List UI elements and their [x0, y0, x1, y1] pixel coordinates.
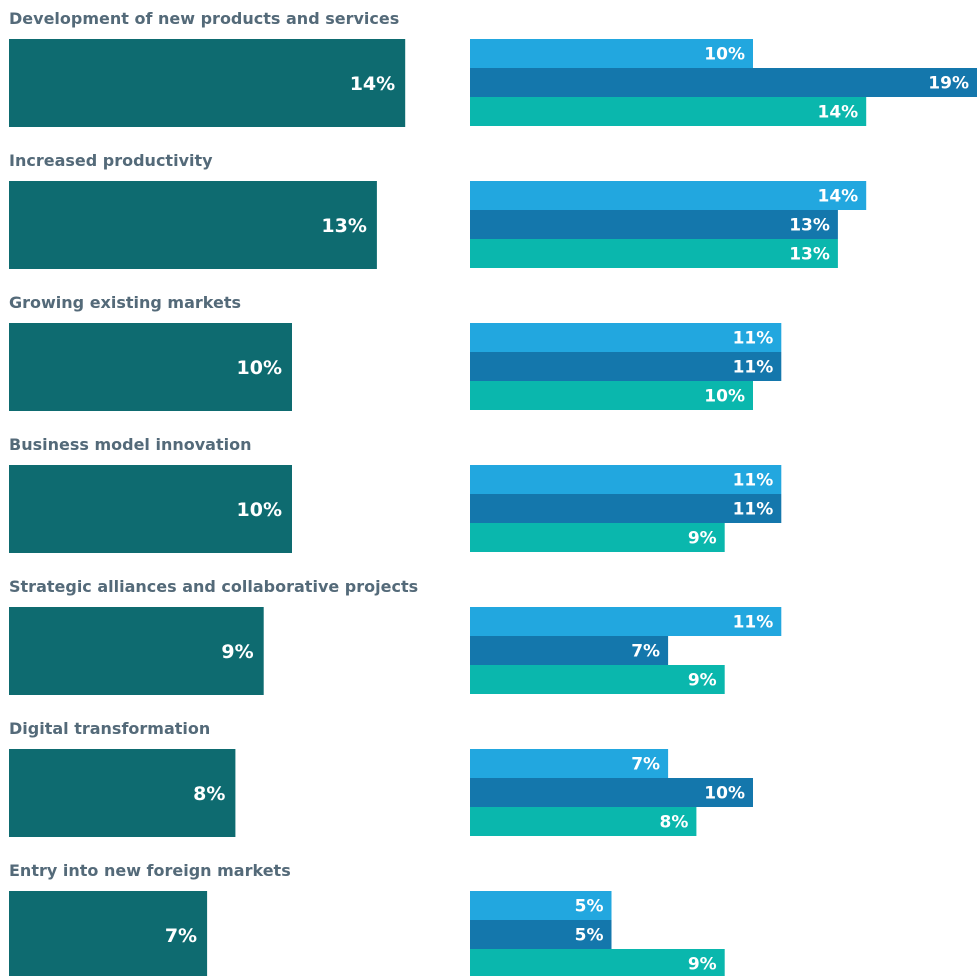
total-bar: [9, 749, 236, 837]
category-label: Business model innovation: [9, 435, 251, 454]
category-label: Development of new products and services: [9, 9, 399, 28]
series-2-value-label: 13%: [789, 216, 830, 236]
series-3-value-label: 14%: [817, 103, 858, 123]
series-1-bar: [470, 607, 782, 636]
series-1-value-label: 5%: [575, 897, 604, 917]
total-bar: [9, 39, 406, 127]
series-3-bar: [470, 665, 725, 694]
series-3-value-label: 8%: [660, 813, 689, 833]
series-2-bar: [470, 494, 782, 523]
total-bar-value-label: 13%: [321, 215, 366, 237]
category-label: Increased productivity: [9, 151, 213, 170]
series-1-value-label: 10%: [704, 45, 745, 65]
series-2-value-label: 5%: [575, 926, 604, 946]
series-2-bar: [470, 68, 977, 97]
series-1-value-label: 11%: [733, 471, 774, 491]
series-2-bar: [470, 920, 612, 949]
series-3-bar: [470, 381, 753, 410]
total-bar: [9, 607, 264, 695]
series-1-bar: [470, 39, 753, 68]
series-3-value-label: 9%: [688, 529, 717, 549]
series-2-value-label: 11%: [733, 500, 774, 520]
series-1-value-label: 7%: [631, 755, 660, 775]
series-3-value-label: 13%: [789, 245, 830, 265]
category-label: Strategic alliances and collaborative pr…: [9, 577, 418, 596]
series-3-value-label: 9%: [688, 671, 717, 691]
series-2-bar: [470, 352, 782, 381]
series-3-bar: [470, 523, 725, 552]
series-1-bar: [470, 465, 782, 494]
series-1-value-label: 11%: [733, 613, 774, 633]
series-1-bar: [470, 181, 867, 210]
total-bar-value-label: 14%: [350, 73, 395, 95]
category-label: Digital transformation: [9, 719, 210, 738]
series-2-value-label: 19%: [928, 74, 969, 94]
series-1-bar: [470, 891, 612, 920]
category-label: Growing existing markets: [9, 293, 241, 312]
series-1-value-label: 11%: [733, 329, 774, 349]
series-3-bar: [470, 807, 697, 836]
total-bar-value-label: 7%: [165, 925, 197, 947]
series-1-value-label: 14%: [817, 187, 858, 207]
category-label: Entry into new foreign markets: [9, 861, 291, 880]
series-3-bar: [470, 949, 725, 976]
series-3-bar: [470, 239, 838, 268]
total-bar-value-label: 10%: [237, 499, 282, 521]
series-3-value-label: 9%: [688, 955, 717, 975]
total-bar: [9, 181, 377, 269]
series-3-bar: [470, 97, 867, 126]
series-2-bar: [470, 210, 838, 239]
series-2-value-label: 11%: [733, 358, 774, 378]
series-1-bar: [470, 749, 669, 778]
total-bar-value-label: 8%: [193, 783, 225, 805]
series-2-bar: [470, 778, 753, 807]
series-1-bar: [470, 323, 782, 352]
series-3-value-label: 10%: [704, 387, 745, 407]
series-2-value-label: 10%: [704, 784, 745, 804]
total-bar: [9, 465, 292, 553]
total-bar: [9, 891, 208, 976]
series-2-bar: [470, 636, 669, 665]
total-bar: [9, 323, 292, 411]
series-2-value-label: 7%: [631, 642, 660, 662]
total-bar-value-label: 9%: [221, 641, 253, 663]
total-bar-value-label: 10%: [237, 357, 282, 379]
